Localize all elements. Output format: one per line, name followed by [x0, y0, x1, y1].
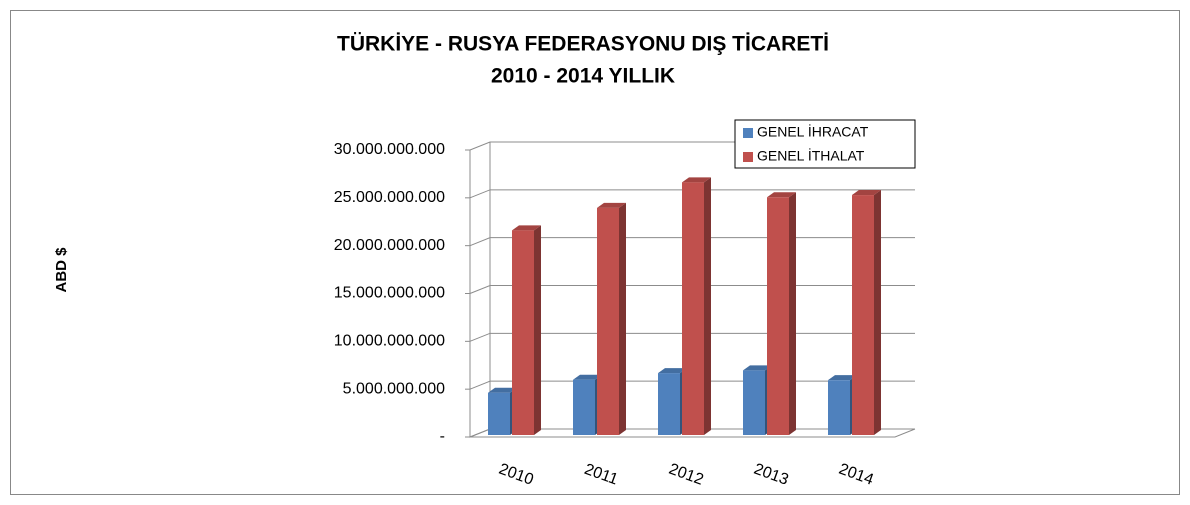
- bar: [852, 195, 874, 435]
- bar-top: [597, 202, 626, 208]
- legend-label: GENEL İTHALAT: [757, 147, 865, 164]
- y-tick-label: 15.000.000.000: [334, 285, 445, 302]
- bar-side: [874, 190, 881, 435]
- bar-top: [852, 190, 881, 196]
- grid-line: [469, 189, 915, 199]
- bar: [828, 380, 850, 435]
- y-tick-label: 25.000.000.000: [334, 189, 445, 206]
- legend-swatch: [743, 128, 753, 138]
- y-tick-label: 5.000.000.000: [343, 380, 445, 397]
- bar: [743, 370, 765, 435]
- bar-top: [767, 192, 796, 198]
- bar-side: [789, 192, 796, 435]
- bar-top: [828, 375, 857, 381]
- bar: [488, 392, 510, 435]
- chart-subtitle: 2010 - 2014 YILLIK: [491, 65, 675, 88]
- y-tick-label: -: [440, 428, 445, 445]
- legend-swatch: [743, 152, 753, 162]
- bar-top: [512, 225, 541, 231]
- bar: [658, 373, 680, 435]
- bar-side: [619, 202, 626, 435]
- chart-title: TÜRKİYE - RUSYA FEDERASYONU DIŞ TİCARETİ: [337, 33, 829, 56]
- y-tick-label: 10.000.000.000: [334, 333, 445, 350]
- y-tick-label: 30.000.000.000: [334, 141, 445, 158]
- legend-label: GENEL İHRACAT: [757, 123, 869, 140]
- bar-top: [573, 374, 602, 380]
- bar-side: [704, 177, 711, 435]
- bar: [767, 197, 789, 435]
- bar-top: [488, 387, 517, 393]
- bar: [597, 207, 619, 435]
- bar: [512, 230, 534, 435]
- bar: [682, 182, 704, 435]
- bar-top: [682, 177, 711, 183]
- legend-box: [734, 119, 916, 169]
- floor: [470, 428, 916, 438]
- y-tick-label: 20.000.000.000: [334, 237, 445, 254]
- bar-side: [534, 225, 541, 435]
- bar-top: [743, 365, 772, 371]
- y-axis-label: ABD $: [53, 247, 70, 293]
- bar-top: [658, 368, 687, 374]
- bar: [573, 379, 595, 435]
